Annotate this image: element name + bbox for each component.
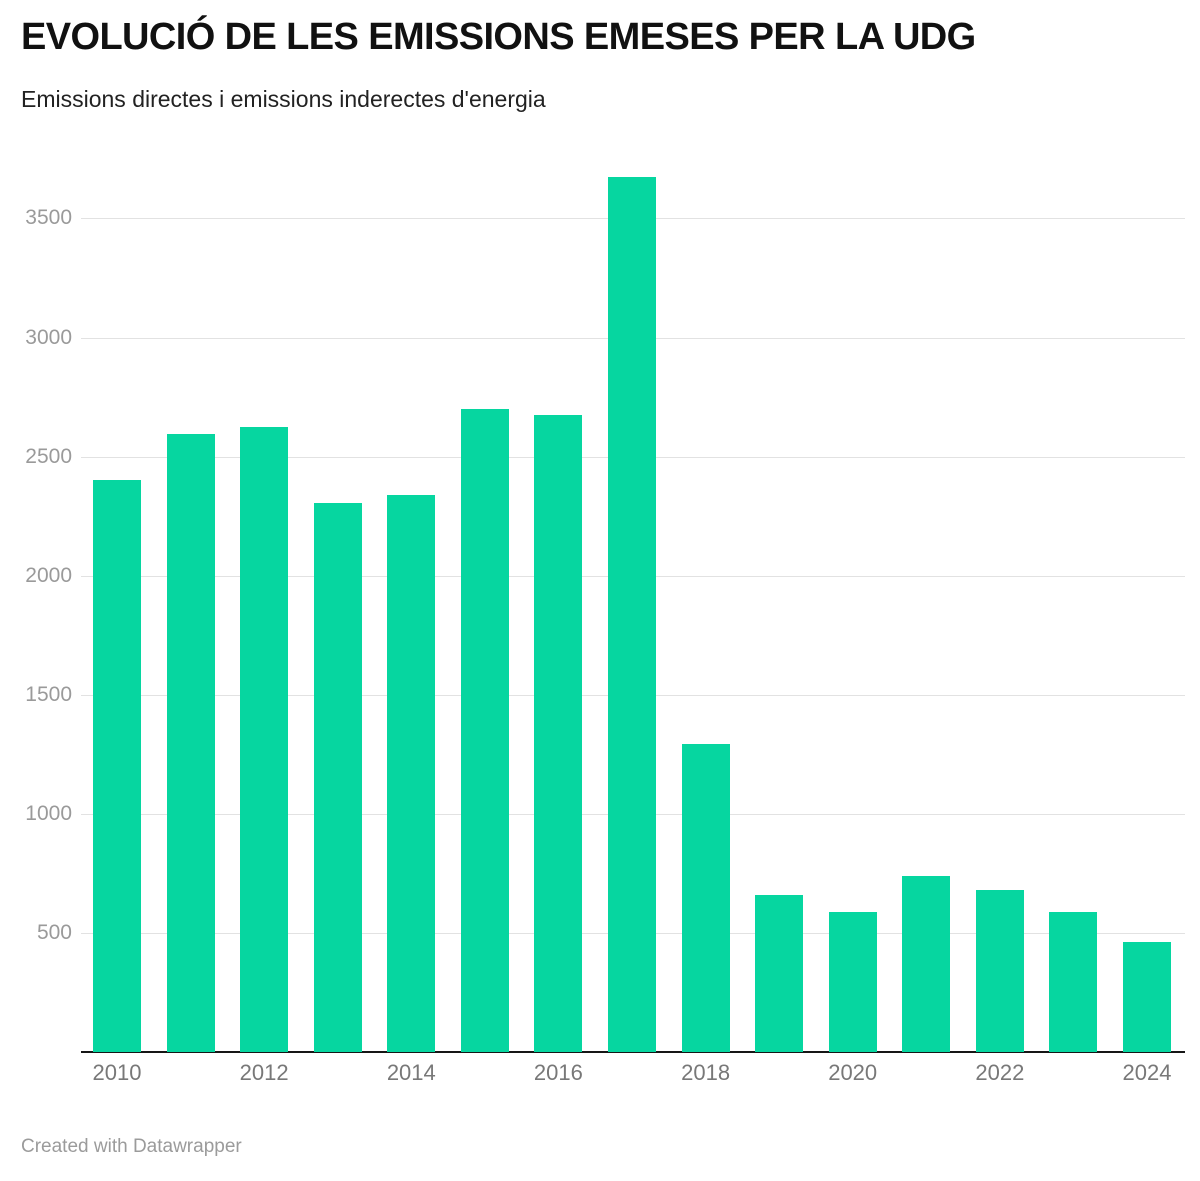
y-tick-label-1000: 1000 xyxy=(25,801,72,825)
bar-2022[interactable] xyxy=(975,890,1024,1052)
bar-2020[interactable] xyxy=(828,911,877,1052)
bar-2019[interactable] xyxy=(755,894,804,1052)
chart-subtitle: Emissions directes i emissions inderecte… xyxy=(21,86,546,112)
x-tick-label-2020: 2020 xyxy=(828,1060,878,1085)
footer-credit: Created with Datawrapper xyxy=(21,1136,242,1157)
bar-2012[interactable] xyxy=(240,426,289,1052)
bar-2014[interactable] xyxy=(387,494,436,1052)
y-tick-label-2000: 2000 xyxy=(25,563,72,587)
x-tick-label-2016: 2016 xyxy=(533,1060,583,1085)
bar-2023[interactable] xyxy=(1049,911,1098,1052)
chart-title: EVOLUCIÓ DE LES EMISSIONS EMESES PER LA … xyxy=(21,16,976,58)
bar-2010[interactable] xyxy=(93,480,141,1052)
bar-2011[interactable] xyxy=(166,433,215,1052)
bar-2013[interactable] xyxy=(313,503,362,1052)
bar-2024[interactable] xyxy=(1123,942,1171,1052)
bar-2016[interactable] xyxy=(534,414,583,1052)
x-tick-label-2014: 2014 xyxy=(386,1060,436,1085)
y-tick-label-2500: 2500 xyxy=(25,444,72,468)
x-axis-line xyxy=(81,1051,1185,1053)
x-tick-label-2018: 2018 xyxy=(681,1060,731,1085)
x-tick-label-2012: 2012 xyxy=(239,1060,289,1085)
x-tick-label-2010: 2010 xyxy=(92,1060,142,1085)
y-tick-label-1500: 1500 xyxy=(25,682,72,706)
x-tick-label-2022: 2022 xyxy=(975,1060,1025,1085)
y-tick-label-3500: 3500 xyxy=(25,206,72,230)
y-tick-label-3000: 3000 xyxy=(25,325,72,349)
bar-2015[interactable] xyxy=(460,408,509,1052)
bar-2021[interactable] xyxy=(902,875,951,1052)
bar-2017[interactable] xyxy=(608,176,656,1052)
plot-area: 500 1000 1500 2000 2500 3000 3500 2010 2012 2014 2… xyxy=(25,166,1185,1085)
bar-2018[interactable] xyxy=(681,743,730,1052)
x-tick-label-2024: 2024 xyxy=(1122,1060,1172,1085)
y-tick-label-500: 500 xyxy=(36,920,72,944)
